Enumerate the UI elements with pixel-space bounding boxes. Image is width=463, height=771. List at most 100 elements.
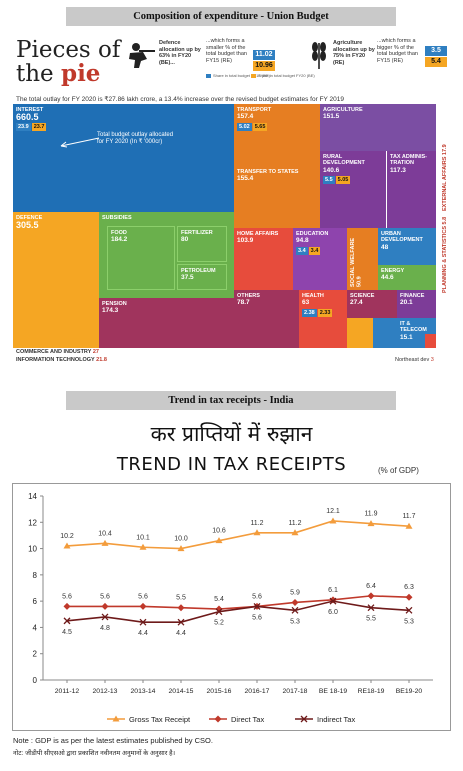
expenditure-infographic: Pieces of the pie Defence allocation up … [13, 33, 453, 367]
planning-label: PLANNING & STATISTICS 5.8 [442, 216, 448, 293]
tile-small-a [347, 318, 373, 348]
gross-tax-receipt-data-label: 10.0 [174, 536, 188, 543]
agriculture-share-fy15: 3.5 [425, 46, 447, 56]
tile-food: FOOD 184.2 [107, 226, 175, 290]
x-tick-label: 2016-17 [245, 688, 270, 695]
tile-transport: TRANSPORT 157.4 5.02 5.65 [234, 104, 320, 166]
direct-tax-data-label: 5.6 [62, 593, 72, 600]
agriculture-share-fy20: 5.4 [425, 57, 447, 67]
x-tick-label: 2011-12 [55, 688, 80, 695]
x-tick-label: 2017-18 [283, 688, 308, 695]
gross-tax-receipt-point [253, 529, 261, 536]
direct-tax-point [63, 602, 71, 610]
y-tick-label: 8 [33, 571, 38, 580]
gross-tax-receipt-point [291, 529, 299, 536]
indirect-tax-point [177, 618, 185, 626]
tile-urban-development: URBAN DEVELOPMENT 48 [378, 228, 436, 265]
tile-social-welfare: SOCIAL WELFARE 50.9 [347, 228, 378, 290]
total-outlay-line: The total outlay for FY 2020 is ₹27.86 l… [16, 96, 344, 103]
legend-marker-direct-tax [214, 715, 222, 723]
indirect-tax-point [215, 608, 223, 616]
defence-note: ...which forms a smaller % of the total … [206, 38, 247, 64]
indirect-tax-data-label: 5.3 [404, 618, 414, 625]
soldier-icon [125, 41, 155, 69]
gross-tax-receipt-point [139, 543, 147, 550]
direct-tax-point [101, 602, 109, 610]
tile-health: HEALTH 63 2.38 2.33 [299, 290, 347, 348]
gross-tax-receipt-point [63, 542, 71, 549]
tile-agriculture: AGRICULTURE 151.5 [320, 104, 436, 151]
y-tick-label: 10 [28, 545, 37, 554]
infographic-headline: Pieces of the pie [16, 39, 120, 86]
legend-label-gross-tax-receipt: Gross Tax Receipt [129, 715, 191, 724]
section-header-expenditure: Composition of expenditure - Union Budge… [66, 7, 396, 26]
defence-stat: Defence allocation up by 63% in FY20 (BE… [159, 40, 201, 66]
y-tick-label: 6 [33, 597, 38, 606]
direct-tax-data-label: 5.4 [214, 596, 224, 603]
legend-marker-gross-tax-receipt [112, 715, 120, 722]
section-header-tax: Trend in tax receipts - India [66, 391, 396, 410]
gross-tax-receipt-point [215, 537, 223, 544]
tile-education: EDUCATION 94.8 3.4 3.4 [293, 228, 347, 290]
chart-title-hindi: कर प्राप्तियों में रुझान [150, 422, 313, 446]
y-tick-label: 2 [33, 650, 38, 659]
gross-tax-receipt-data-label: 11.9 [364, 511, 377, 518]
gross-tax-receipt-point [367, 520, 375, 527]
tile-rural-development: RURAL DEVELOPMENT 140.6 5.5 5.05 [320, 151, 386, 228]
tile-small-b [373, 318, 397, 348]
x-tick-label: RE18-19 [358, 688, 385, 695]
indirect-tax-data-label: 4.8 [100, 625, 110, 632]
gross-tax-receipt-data-label: 11.7 [402, 513, 415, 520]
tile-subsidies: SUBSIDIES FOOD 184.2 FERTILIZER 80 PETRO… [99, 212, 234, 298]
gross-tax-receipt-data-label: 11.2 [250, 520, 263, 527]
tile-defence: DEFENCE 305.5 [13, 212, 99, 348]
chart-note-hindi: नोट: जीडीपी सीएसओ द्वारा प्रकाशित नवीनतम… [13, 750, 176, 757]
chart-unit: (% of GDP) [378, 466, 419, 475]
headline-line1: Pieces of [16, 37, 121, 63]
tile-northeast [425, 334, 436, 348]
tax-line-chart: 0 2 4 6 8 10 12 14 2011-12 2012-13 2013-14 2014-15 2… [28, 492, 433, 724]
indirect-tax-point [329, 597, 337, 605]
indirect-tax-point [405, 606, 413, 614]
budget-treemap: INTEREST 660.5 23.9 23.7 Total budget out… [13, 104, 441, 348]
legend-fy20: Share in total budget FY20 (BE) [251, 73, 315, 78]
indirect-tax-data-label: 5.3 [290, 618, 300, 625]
direct-tax-data-label: 6.3 [404, 584, 414, 591]
indirect-tax-point [139, 618, 147, 626]
direct-tax-data-label: 5.6 [138, 593, 148, 600]
indirect-tax-data-label: 4.5 [62, 629, 72, 636]
indirect-tax-data-label: 5.2 [214, 620, 224, 627]
gross-tax-receipt-data-label: 10.2 [60, 533, 74, 540]
direct-tax-point [367, 592, 375, 600]
x-tick-label: 2014-15 [169, 688, 194, 695]
tile-pension: PENSION 174.3 [99, 298, 234, 348]
headline-pie: pie [60, 60, 101, 87]
x-tick-label: 2012-13 [93, 688, 118, 695]
tile-petroleum: PETROLEUM 37.5 [177, 264, 227, 290]
external-affairs-label: EXTERNAL AFFAIRS 17.9 [442, 144, 448, 211]
direct-tax-point [139, 602, 147, 610]
gross-tax-receipt-data-label: 11.2 [288, 520, 301, 527]
legend-marker-indirect-tax [300, 715, 308, 723]
indirect-tax-point [291, 606, 299, 614]
indirect-tax-data-label: 5.5 [366, 616, 376, 623]
indirect-tax-data-label: 6.0 [328, 609, 338, 616]
y-tick-label: 14 [28, 492, 37, 501]
gross-tax-receipt-point [101, 539, 109, 546]
total-outlay-label: Total budget outlay allocated for FY 202… [97, 132, 174, 145]
tile-finance: FINANCE 20.1 [397, 290, 436, 318]
direct-tax-data-label: 5.6 [100, 593, 110, 600]
x-tick-label: 2013-14 [131, 688, 156, 695]
agriculture-stat: Agriculture allocation up by 75% in FY20… [333, 40, 375, 66]
northeast-label: Northeast dev 3 [395, 357, 434, 363]
defence-share-fy15: 11.02 [253, 50, 275, 60]
indirect-tax-data-label: 4.4 [176, 630, 186, 637]
direct-tax-point [405, 593, 413, 601]
chart-title: TREND IN TAX RECEIPTS [116, 454, 347, 475]
tax-chart-frame: 0 2 4 6 8 10 12 14 2011-12 2012-13 2013-14 2014-15 2… [12, 483, 451, 731]
indirect-tax-data-label: 5.6 [252, 614, 262, 621]
direct-tax-data-label: 6.4 [366, 583, 376, 590]
legend-fy15: Share in total budget FY15 (RE) [206, 73, 270, 78]
legend-label-direct-tax: Direct Tax [231, 715, 264, 724]
gross-tax-receipt-data-label: 10.4 [98, 530, 112, 537]
